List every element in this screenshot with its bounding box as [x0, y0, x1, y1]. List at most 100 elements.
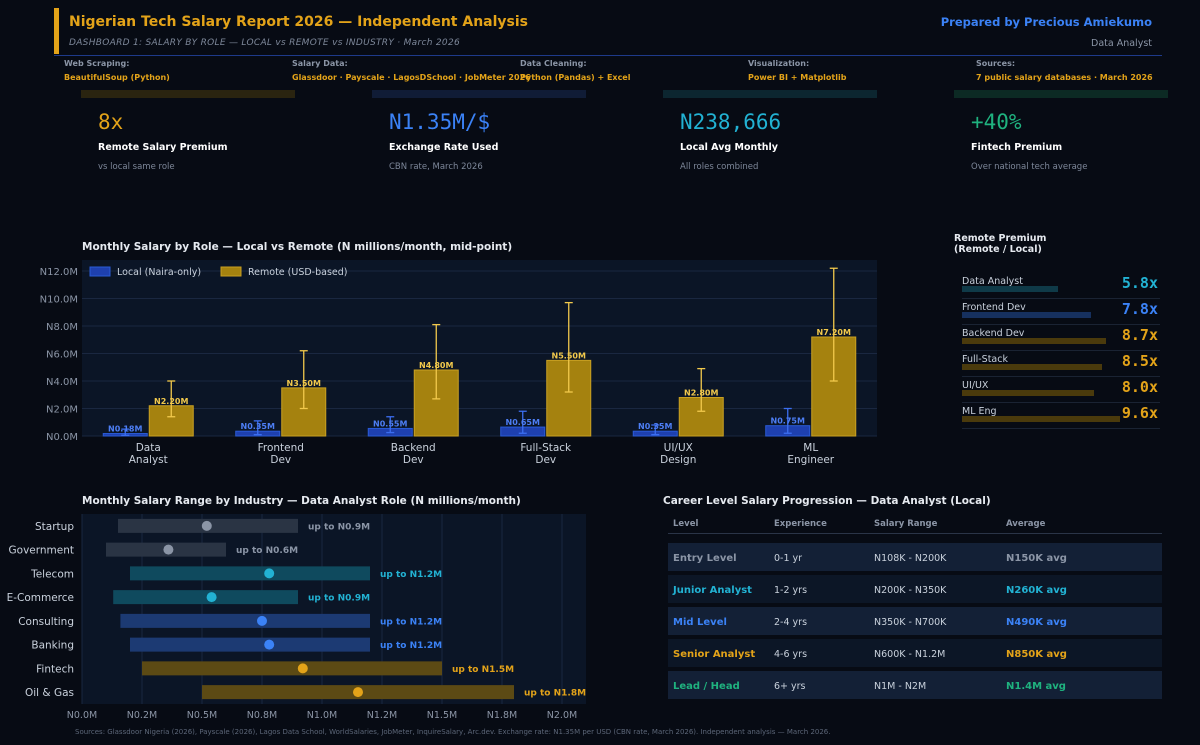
midpoint-dot — [353, 687, 363, 698]
range-bar — [130, 637, 370, 652]
kpi-sub: All roles combined — [680, 162, 759, 172]
premium-bar — [962, 312, 1091, 318]
career-range: N350K - N700K — [874, 617, 947, 628]
accent-bar — [54, 8, 59, 54]
range-bar — [142, 661, 442, 676]
premium-value: 9.6x — [1121, 404, 1158, 422]
career-header-level: Level — [673, 519, 699, 529]
career-range: N1M - N2M — [874, 681, 927, 692]
bar-value-label: N0.55M — [373, 419, 407, 428]
x-tick-label: ML — [803, 442, 818, 454]
premium-role: Backend Dev — [962, 328, 1025, 339]
role-salary-chart: N0.0M N2.0M N4.0M N6.0M N8.0M N10.0M N12.0M N0.… — [40, 260, 877, 466]
range-bar — [113, 590, 298, 605]
x-tick-label: Dev — [535, 454, 556, 466]
x-tick-label: N1.8M — [487, 710, 517, 721]
plot-area — [82, 514, 586, 704]
meta-data-cleaning: Data Cleaning: Python (Pandas) + Excel — [520, 59, 630, 82]
range-label: up to N1.8M — [524, 689, 586, 699]
meta-value: Power BI + Matplotlib — [748, 73, 847, 82]
y-tick-label: N0.0M — [46, 432, 78, 443]
bar-value-label: N0.18M — [108, 425, 142, 434]
range-label: up to N1.2M — [380, 617, 442, 627]
y-tick-label: N6.0M — [46, 350, 78, 361]
kpi-value: N1.35M/$ — [389, 110, 491, 134]
industry-range-chart: N0.0M N0.2M N0.5M N0.8M N1.0M N1.2M N1.5M N1.8M… — [7, 514, 586, 721]
range-label: up to N0.9M — [308, 594, 370, 604]
kpi-value: N238,666 — [680, 110, 782, 134]
x-tick-label: Data — [136, 442, 161, 454]
bar-value-label: N0.65M — [506, 418, 540, 427]
kpi-fintech-premium: +40% Fintech Premium Over national tech … — [971, 110, 1087, 172]
legend-label: Remote (USD-based) — [248, 267, 348, 278]
range-label: up to N1.5M — [452, 665, 514, 675]
kpi-remote-premium: 8x Remote Salary Premium vs local same r… — [98, 110, 228, 172]
y-tick-label: E-Commerce — [7, 592, 74, 604]
meta-value: 7 public salary databases · March 2026 — [976, 73, 1153, 82]
bar-value-label: N2.20M — [154, 397, 188, 406]
career-average: N850K avg — [1006, 649, 1067, 660]
x-tick-label: Backend — [391, 442, 436, 454]
career-title: Career Level Salary Progression — Data A… — [663, 495, 991, 507]
career-level: Lead / Head — [673, 681, 740, 692]
y-tick-label: Consulting — [18, 616, 74, 628]
y-tick-label: Oil & Gas — [25, 687, 74, 699]
career-header-divider — [668, 533, 1162, 534]
legend-swatch — [220, 266, 242, 277]
legend-label: Local (Naira-only) — [117, 267, 201, 278]
x-tick-label: Engineer — [787, 454, 834, 466]
premium-role: UI/UX — [962, 380, 989, 391]
chart2-title: Monthly Salary Range by Industry — Data … — [82, 495, 521, 507]
x-tick-label: Design — [660, 454, 696, 466]
premium-bar — [962, 390, 1094, 396]
x-tick-label: N0.0M — [67, 710, 97, 721]
premium-row: Full-Stack 8.5x — [962, 350, 1160, 377]
bar-value-label: N5.50M — [552, 351, 586, 360]
x-tick-label: Frontend — [258, 442, 304, 454]
y-tick-label: N10.0M — [40, 295, 78, 306]
x-tick-label: Analyst — [129, 454, 168, 466]
career-row: Senior Analyst 4-6 yrs N600K - N1.2M N850K … — [668, 639, 1162, 667]
career-range: N200K - N350K — [874, 585, 947, 596]
career-average: N260K avg — [1006, 585, 1067, 596]
premium-row: Frontend Dev 7.8x — [962, 298, 1160, 325]
career-row: Junior Analyst 1-2 yrs N200K - N350K N260K … — [668, 575, 1162, 603]
premium-row: Backend Dev 8.7x — [962, 324, 1160, 351]
kpi-accent-bar — [81, 90, 295, 98]
midpoint-dot — [297, 663, 308, 674]
midpoint-dot — [257, 615, 267, 626]
midpoint-dot — [264, 568, 275, 579]
meta-value: Glassdoor · Payscale · LagosDSchool · Jo… — [292, 73, 531, 82]
y-tick-label: Fintech — [36, 663, 74, 675]
remote-bar — [413, 369, 459, 437]
premium-bar — [962, 364, 1103, 370]
kpi-accent-bar — [372, 90, 586, 98]
career-level: Entry Level — [673, 553, 737, 564]
range-bar — [130, 566, 370, 581]
kpi-sub: CBN rate, March 2026 — [389, 162, 483, 172]
premium-role: ML Eng — [962, 406, 997, 417]
author-role: Data Analyst — [1091, 38, 1152, 49]
meta-value: BeautifulSoup (Python) — [64, 73, 170, 82]
kpi-label: Remote Salary Premium — [98, 142, 228, 153]
career-average: N150K avg — [1006, 553, 1067, 564]
career-row: Lead / Head 6+ yrs N1M - N2M N1.4M avg — [668, 671, 1162, 699]
y-tick-label: Telecom — [30, 568, 74, 580]
legend-swatch — [89, 266, 111, 277]
kpi-sub: vs local same role — [98, 162, 175, 172]
x-tick-label: N2.0M — [547, 710, 577, 721]
career-header-range: Salary Range — [874, 519, 938, 529]
premium-subtitle: (Remote / Local) — [954, 244, 1042, 255]
meta-salary-data: Salary Data: Glassdoor · Payscale · Lago… — [292, 59, 531, 82]
premium-value: 8.0x — [1121, 378, 1158, 396]
kpi-accent-bar — [663, 90, 877, 98]
x-tick-label: N0.8M — [247, 710, 277, 721]
premium-row: UI/UX 8.0x — [962, 376, 1160, 403]
meta-label: Visualization: — [748, 59, 810, 68]
kpi-local-avg: N238,666 Local Avg Monthly All roles com… — [680, 110, 781, 172]
chart1-title: Monthly Salary by Role — Local vs Remote… — [82, 241, 513, 253]
bar-value-label: N4.80M — [419, 361, 453, 370]
midpoint-dot — [201, 520, 212, 531]
premium-row: Data Analyst 5.8x — [962, 272, 1160, 299]
x-tick-label: UI/UX — [664, 442, 693, 454]
